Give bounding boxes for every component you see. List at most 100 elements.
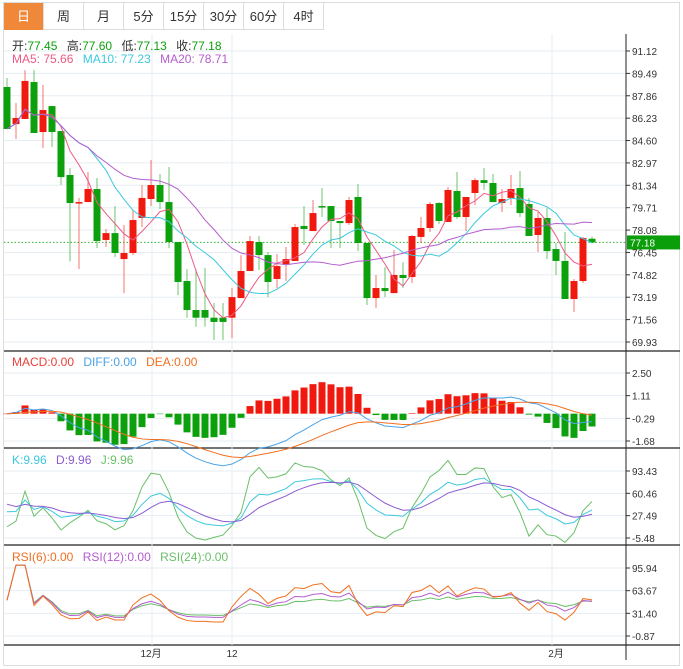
k-line <box>6 477 593 527</box>
macd-bar <box>543 413 551 423</box>
candle <box>381 267 389 298</box>
tab-4hour[interactable]: 4时 <box>284 3 324 30</box>
candle-body <box>525 203 533 236</box>
macd-bar <box>534 413 542 417</box>
candle <box>48 106 56 147</box>
candle-body <box>390 274 398 294</box>
tab-30min[interactable]: 30分 <box>204 3 244 30</box>
candle-body <box>246 241 254 272</box>
macd-bar <box>318 382 326 414</box>
macd-bar <box>264 400 272 414</box>
candle <box>507 175 515 206</box>
candle <box>435 202 443 225</box>
macd-bar <box>363 407 371 414</box>
macd-bar <box>390 413 398 420</box>
price-axis-tick-label: 69.93 <box>632 338 657 349</box>
macd-bar <box>417 407 425 414</box>
candle-body <box>444 189 452 222</box>
candle <box>201 267 209 327</box>
chart-frame <box>3 2 680 666</box>
candle <box>282 246 290 282</box>
macd-bar <box>84 413 92 435</box>
candle-body <box>3 86 11 130</box>
rsi-axis-tick-label: 95.94 <box>632 564 657 575</box>
diff-value: DIFF:0.00 <box>83 355 137 369</box>
tab-5min[interactable]: 5分 <box>124 3 164 30</box>
candle <box>309 200 317 232</box>
candle <box>255 235 263 271</box>
macd-bar <box>471 393 479 414</box>
candle <box>57 131 65 186</box>
candle-body <box>363 242 371 299</box>
candle-body <box>12 118 20 125</box>
price-axis-tick-label: 73.19 <box>632 293 657 304</box>
candle <box>147 160 155 207</box>
current-price-label: 77.18 <box>630 238 655 249</box>
candle <box>192 269 200 327</box>
candle-body <box>588 238 596 243</box>
candle-body <box>480 180 488 183</box>
candle-body <box>309 213 317 232</box>
candle <box>570 278 578 313</box>
candle <box>534 212 542 253</box>
macd-bar <box>381 413 389 420</box>
low-label: 低: <box>121 39 137 53</box>
kdj-axis-tick-label: 60.46 <box>632 489 657 500</box>
macd-axis-tick-label: 2.50 <box>632 369 652 380</box>
candle <box>345 196 353 225</box>
tab-day[interactable]: 日 <box>4 3 44 30</box>
macd-bar <box>588 413 596 427</box>
close-value: 77.18 <box>191 39 222 53</box>
candle <box>543 208 551 260</box>
candle-body <box>291 227 299 261</box>
rsi-legend: RSI(6):0.00 RSI(12):0.00 RSI(24):0.00 <box>12 550 234 564</box>
macd-bar <box>309 384 317 414</box>
candle-body <box>174 242 182 282</box>
candle-body <box>579 238 587 282</box>
macd-bar <box>273 398 281 414</box>
candle <box>363 242 371 306</box>
macd-legend: MACD:0.00 DIFF:0.00 DEA:0.00 <box>12 355 203 369</box>
macd-bar <box>21 405 29 414</box>
tab-60min[interactable]: 60分 <box>244 3 284 30</box>
macd-bar <box>480 393 488 414</box>
price-axis-tick-label: 84.60 <box>632 137 657 148</box>
candle-body <box>66 175 74 204</box>
candle-body <box>561 260 569 300</box>
candle-body <box>102 233 110 240</box>
price-axis-tick-label: 81.34 <box>632 181 657 192</box>
macd-bar <box>507 402 515 414</box>
tab-15min[interactable]: 15分 <box>164 3 204 30</box>
macd-bar <box>147 413 155 418</box>
candle-body <box>372 288 380 299</box>
price-axis-tick-label: 78.08 <box>632 226 657 237</box>
macd-bar <box>129 413 137 437</box>
candle <box>390 249 398 294</box>
candle-body <box>462 196 470 218</box>
tab-week[interactable]: 周 <box>44 3 84 30</box>
candle-body <box>327 206 335 222</box>
macd-bar <box>3 413 11 415</box>
candle <box>75 197 83 270</box>
diff-line <box>6 396 593 467</box>
candle-body <box>57 131 65 178</box>
price-axis-tick-label: 82.97 <box>632 159 657 170</box>
macd-bar <box>525 413 533 415</box>
candle-body <box>84 189 92 203</box>
candle-body <box>21 80 29 119</box>
high-value: 77.60 <box>82 39 113 53</box>
rsi-axis-tick-label: 31.40 <box>632 609 657 620</box>
macd-bar <box>165 413 173 418</box>
candle <box>516 171 524 218</box>
tab-month[interactable]: 月 <box>84 3 124 30</box>
candle-body <box>516 188 524 214</box>
macd-bar <box>246 406 254 414</box>
macd-bar <box>102 413 110 443</box>
dea-line <box>6 401 593 458</box>
macd-bar <box>57 413 65 422</box>
price-axis-tick-label: 71.56 <box>632 316 657 327</box>
macd-bar <box>255 400 263 414</box>
macd-bar <box>345 386 353 414</box>
macd-axis-tick-label: 1.11 <box>632 392 651 403</box>
